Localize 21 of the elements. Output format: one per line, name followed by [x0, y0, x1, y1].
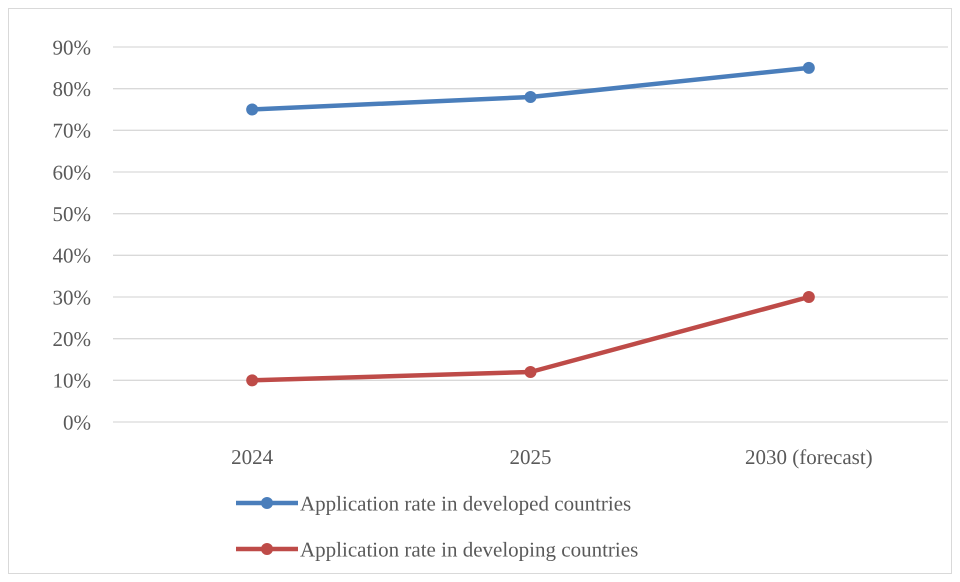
- y-tick-label: 0%: [63, 410, 91, 434]
- x-tick-label: 2025: [510, 445, 552, 469]
- x-tick-label: 2030 (forecast): [744, 445, 873, 469]
- y-tick-label: 90%: [52, 35, 91, 60]
- point: [524, 366, 536, 378]
- y-tick-label: 70%: [52, 118, 91, 143]
- legend-label: Application rate in developed countries: [300, 491, 632, 516]
- y-tick-label: 40%: [52, 244, 91, 268]
- point: [802, 62, 815, 74]
- point: [802, 291, 815, 303]
- x-tick-label: 2024: [231, 445, 274, 469]
- y-tick-label: 50%: [52, 202, 91, 226]
- point: [246, 104, 258, 116]
- y-tick-label: 80%: [52, 77, 91, 102]
- y-tick-label: 30%: [52, 285, 91, 310]
- point: [524, 91, 536, 103]
- legend-label: Application rate in developing countries: [300, 537, 638, 562]
- y-tick-label: 20%: [52, 327, 91, 352]
- y-tick-label: 10%: [52, 368, 91, 393]
- y-tick-label: 60%: [52, 160, 91, 184]
- point: [246, 374, 258, 386]
